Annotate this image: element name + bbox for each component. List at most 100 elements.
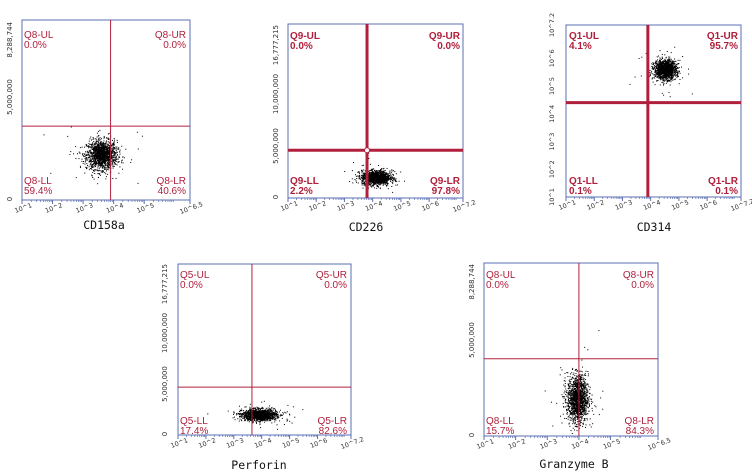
event-dot <box>677 76 679 78</box>
event-dot <box>118 161 120 163</box>
event-dot <box>82 162 84 164</box>
event-dot <box>688 68 689 70</box>
event-dot <box>665 77 667 79</box>
gate-center-handle[interactable] <box>364 147 371 154</box>
event-dot <box>395 180 397 181</box>
event-dot <box>649 72 651 74</box>
event-dot <box>659 67 661 69</box>
event-dot <box>121 159 123 161</box>
event-dot <box>107 164 108 166</box>
event-dot <box>662 58 664 60</box>
event-dot <box>84 158 86 159</box>
event-dot <box>97 183 99 185</box>
event-dot <box>370 168 372 170</box>
event-dot <box>83 161 84 162</box>
event-dot <box>673 68 675 70</box>
event-dot <box>101 164 103 166</box>
event-dot <box>673 79 675 81</box>
event-dot <box>113 154 115 156</box>
event-dot <box>390 172 392 173</box>
event-dot <box>107 148 109 150</box>
event-dot <box>89 146 91 148</box>
event-dot <box>112 156 114 158</box>
event-dot <box>658 72 660 74</box>
event-dot <box>112 178 114 179</box>
event-dot <box>97 158 99 160</box>
event-dot <box>104 151 106 153</box>
event-dot <box>89 154 90 156</box>
event-dot <box>377 170 379 172</box>
event-dot <box>96 152 98 154</box>
event-dot <box>362 174 364 176</box>
event-dot <box>674 68 676 70</box>
panel-cd158a: Q8-UL 0.0% Q8-UR 0.0% Q8-LL 59.4% Q8-LR … <box>0 0 204 240</box>
event-dot <box>660 67 661 69</box>
event-dot <box>112 143 114 145</box>
event-dot <box>668 65 669 67</box>
event-dot <box>666 76 668 78</box>
plot-area <box>21 19 191 201</box>
event-dot <box>375 180 377 182</box>
event-dot <box>676 70 678 71</box>
event-dot <box>97 146 99 148</box>
event-dot <box>674 74 676 76</box>
event-dot <box>112 166 114 168</box>
event-dot <box>100 147 102 149</box>
event-dot <box>97 154 99 156</box>
event-dot <box>70 151 72 153</box>
event-dot <box>389 170 391 172</box>
event-dot <box>97 164 99 166</box>
event-dot <box>122 156 124 158</box>
event-dot <box>114 162 115 163</box>
event-dot <box>383 174 385 175</box>
event-dot <box>100 171 102 173</box>
event-dot <box>379 184 381 186</box>
event-dot <box>97 155 99 157</box>
event-dot <box>112 162 114 164</box>
event-dot <box>108 145 110 147</box>
event-dot <box>661 70 663 71</box>
event-dot <box>668 56 670 58</box>
event-dot <box>386 178 388 180</box>
event-dot <box>111 144 112 146</box>
event-dot <box>91 154 93 156</box>
event-dot <box>88 143 90 145</box>
event-dot <box>359 175 361 177</box>
event-dot <box>634 76 636 78</box>
event-dot <box>665 70 667 71</box>
event-dot <box>672 62 674 64</box>
event-dot <box>372 172 374 174</box>
event-dot <box>105 159 107 161</box>
event-dot <box>94 153 95 155</box>
event-dot <box>104 159 106 161</box>
event-dot <box>668 66 670 68</box>
event-dot <box>653 63 655 64</box>
event-dot <box>98 144 100 145</box>
event-dot <box>95 155 97 157</box>
event-dot <box>97 152 99 153</box>
event-dot <box>92 138 94 140</box>
event-dot <box>98 130 100 132</box>
event-dot <box>667 74 669 76</box>
event-dot <box>668 76 670 78</box>
event-dot <box>90 153 92 155</box>
event-dot <box>671 71 673 73</box>
event-dot <box>106 158 108 160</box>
event-dot <box>91 167 92 169</box>
event-dot <box>119 166 121 168</box>
event-dot <box>355 180 357 182</box>
event-dot <box>109 142 110 144</box>
x-tick-label: 10^2 <box>308 199 328 213</box>
event-dot <box>677 67 679 69</box>
event-dot <box>85 158 87 160</box>
event-dot <box>668 64 670 66</box>
event-dot <box>114 147 116 149</box>
event-dot <box>384 170 386 172</box>
event-dot <box>96 158 98 160</box>
event-dot <box>82 154 83 156</box>
event-dot <box>371 174 373 176</box>
event-dot <box>378 180 379 182</box>
event-dot <box>108 166 109 168</box>
quadrant-ur-name: Q8-UR <box>155 30 186 41</box>
event-dot <box>89 168 91 170</box>
